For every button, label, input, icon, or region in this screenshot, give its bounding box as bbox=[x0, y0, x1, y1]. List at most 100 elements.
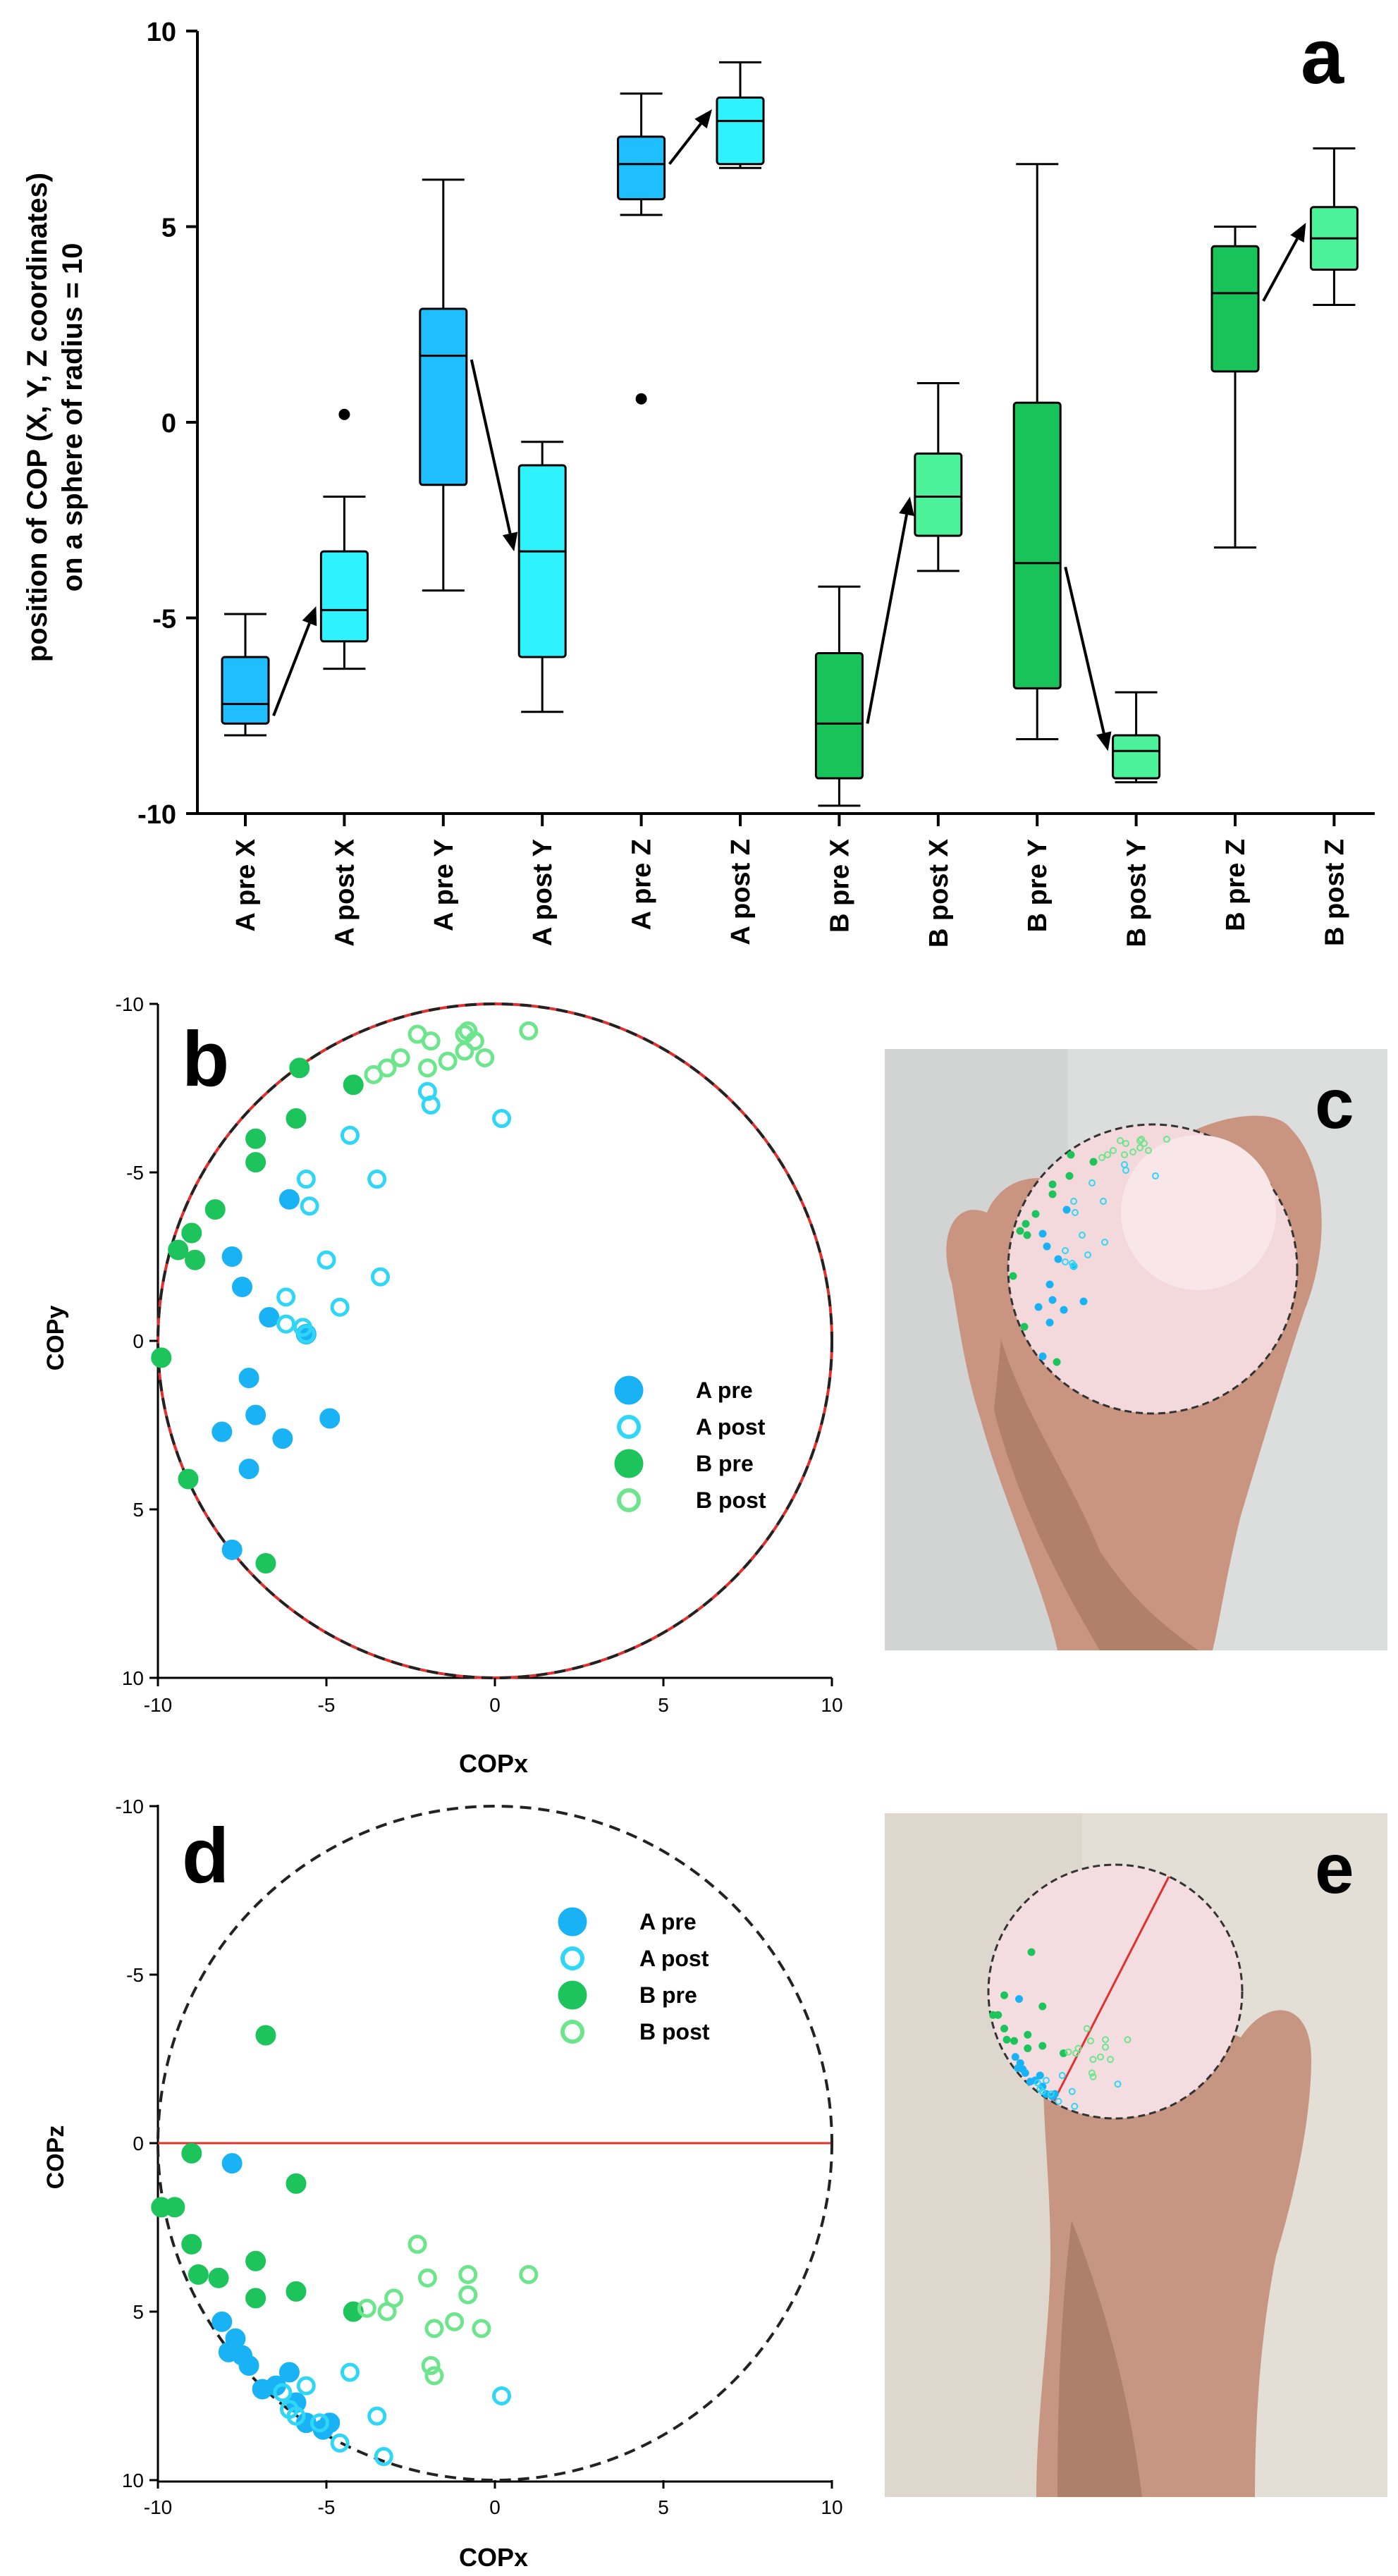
panel-c-photo-point bbox=[1060, 1306, 1068, 1314]
panel-c-photo-point bbox=[1043, 1242, 1051, 1251]
panel-c-photo-point bbox=[1101, 1239, 1108, 1246]
panel-e-photo-point bbox=[1015, 1995, 1023, 2003]
arrow-head bbox=[302, 606, 317, 627]
panel-d-xtick-label: 5 bbox=[658, 2496, 669, 2518]
panel-b-point-a-post bbox=[296, 1170, 316, 1189]
arrow-shaft bbox=[272, 622, 311, 716]
arrow-shaft bbox=[1262, 238, 1299, 302]
panel-b-point-b-post bbox=[364, 1065, 384, 1084]
panel-e-photo-point bbox=[1089, 2073, 1097, 2080]
panel-c-photo-point bbox=[1020, 1323, 1029, 1331]
arrow-head bbox=[1290, 222, 1306, 243]
panel-d-point-a-pre bbox=[221, 2153, 243, 2174]
panel-b-xlabel: COPx bbox=[459, 1749, 528, 1778]
legend-label-a-pre: A pre bbox=[696, 1378, 753, 1403]
panel-b-point-a-post bbox=[370, 1267, 390, 1287]
panel-c-letter: c bbox=[1315, 1065, 1354, 1143]
panel-d-point-a-post bbox=[367, 2406, 387, 2426]
panel-d-point-a-post bbox=[330, 2433, 350, 2453]
panel-d-point-b-pre bbox=[181, 2233, 202, 2255]
panel-d-point-a-pre bbox=[238, 2355, 259, 2376]
panel-c-photo-point bbox=[1062, 1247, 1069, 1254]
panel-a-ylabel-line2: on a sphere of radius = 10 bbox=[57, 243, 88, 592]
panel-c-photo-point bbox=[1084, 1251, 1091, 1258]
panel-b-point-a-pre bbox=[221, 1246, 243, 1267]
panel-b-point-a-pre bbox=[211, 1421, 233, 1442]
panel-d-ylabel: COPz bbox=[42, 2126, 69, 2190]
panel-c-photo-point bbox=[1054, 1255, 1062, 1263]
panel-a-box-a-post-z bbox=[716, 61, 765, 169]
panel-a-box-a-post-x bbox=[319, 408, 369, 670]
panel-c-photo-point bbox=[1129, 1148, 1136, 1155]
panel-d-xtick-label: -5 bbox=[318, 2496, 336, 2518]
arrow-shaft bbox=[668, 123, 702, 165]
legend-marker-b-post bbox=[617, 1488, 641, 1512]
panel-b-xtick-label: -5 bbox=[318, 1694, 336, 1716]
panel-d-point-b-pre bbox=[255, 2025, 276, 2046]
arrow-head bbox=[502, 532, 518, 552]
panel-c-photo-point bbox=[1163, 1136, 1170, 1143]
panel-c-photo-point bbox=[1009, 1272, 1017, 1280]
panel-a-box-b-post-y bbox=[1112, 691, 1161, 784]
panel-e-photo-point bbox=[1058, 2072, 1066, 2079]
panel-b-point-b-pre bbox=[185, 1249, 206, 1270]
panel-e-photo-point bbox=[1014, 2064, 1022, 2072]
box-body bbox=[1012, 401, 1062, 689]
panel-d-point-a-pre bbox=[278, 2362, 300, 2383]
panel-c-photo-point bbox=[1048, 1296, 1057, 1304]
panel-c-photo-point bbox=[1023, 1231, 1031, 1239]
panel-a-box-plot: a position of COP (X, Y, Z coordinates) … bbox=[22, 13, 1375, 947]
panel-d-xtick-label: 0 bbox=[489, 2496, 501, 2518]
panel-c-photo-point bbox=[1034, 1303, 1043, 1311]
panel-b-xtick-label: 0 bbox=[489, 1694, 501, 1716]
panel-b-point-a-pre bbox=[259, 1307, 280, 1328]
panel-d-point-b-post bbox=[384, 2288, 404, 2308]
panel-b-point-b-pre bbox=[181, 1222, 202, 1244]
box-body bbox=[814, 651, 864, 780]
legend-marker-b-pre bbox=[614, 1449, 644, 1478]
panel-b-point-a-post bbox=[296, 1324, 316, 1344]
panel-b-point-b-post bbox=[475, 1048, 495, 1067]
panel-b-point-b-pre bbox=[151, 1347, 172, 1368]
panel-a-change-arrow bbox=[272, 606, 317, 716]
panel-e-photo-point bbox=[1000, 2025, 1008, 2032]
panel-d-point-b-post bbox=[424, 2366, 444, 2386]
panel-b-point-b-post bbox=[455, 1041, 474, 1061]
panel-e-photo-point bbox=[1107, 2056, 1114, 2063]
panel-a-change-arrow bbox=[668, 109, 712, 165]
panel-b-ytick-label: -10 bbox=[116, 993, 144, 1015]
panel-e-red-line bbox=[1053, 1876, 1170, 2102]
panel-d-point-a-post bbox=[340, 2362, 360, 2382]
panel-d-ytick-label: 5 bbox=[133, 2301, 144, 2323]
panel-d-point-a-pre bbox=[211, 2311, 233, 2332]
panel-d-point-b-pre bbox=[286, 2173, 307, 2194]
panel-d-point-a-pre bbox=[218, 2341, 239, 2362]
panel-e-photo: e bbox=[885, 1813, 1387, 2497]
panel-c-photo-point bbox=[1046, 1280, 1054, 1289]
panel-c-photo-point bbox=[1065, 1172, 1074, 1180]
panel-a-xtick-label: B pre X bbox=[825, 838, 854, 933]
panel-a-box-a-pre-x bbox=[221, 613, 270, 737]
arrow-head bbox=[899, 496, 914, 517]
panel-a-xtick-label: B pre Y bbox=[1023, 839, 1053, 932]
panel-d-point-b-pre bbox=[245, 2288, 266, 2309]
panel-e-photo-point bbox=[994, 2011, 1002, 2019]
panel-a-box-b-pre-x bbox=[814, 585, 864, 807]
panel-b-ytick-label: 10 bbox=[122, 1667, 144, 1689]
panel-d-point-b-post bbox=[407, 2234, 427, 2254]
panel-a-box-a-pre-z bbox=[617, 92, 666, 405]
panel-d-legend: A pre A post B pre B post bbox=[558, 1907, 710, 2044]
panel-b-point-a-pre bbox=[278, 1189, 300, 1210]
panel-e-photo-point bbox=[1124, 2036, 1132, 2044]
arrow-shaft bbox=[866, 514, 908, 724]
panel-b-point-b-pre bbox=[245, 1128, 266, 1149]
panel-c-photo-point bbox=[1079, 1232, 1086, 1239]
box-body bbox=[517, 464, 567, 658]
panel-e-photo-point bbox=[1038, 2087, 1046, 2095]
arrow-head bbox=[694, 109, 712, 129]
panel-e-photo-point bbox=[1071, 2102, 1079, 2110]
panel-a-ytick-label: 10 bbox=[147, 18, 176, 47]
panel-d-point-b-post bbox=[458, 2264, 478, 2284]
legend-label-a-post: A post bbox=[696, 1414, 766, 1440]
